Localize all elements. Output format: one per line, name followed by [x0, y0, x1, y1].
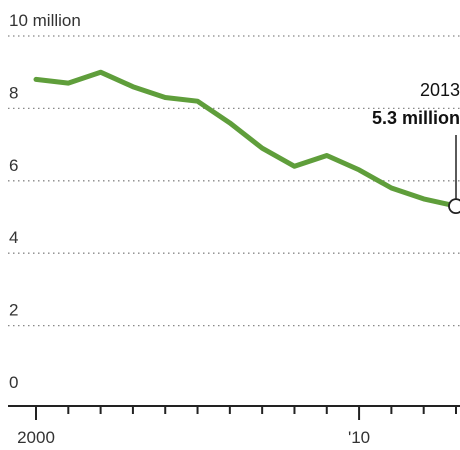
annotation-marker [448, 198, 460, 215]
y-tick-label: 0 [9, 373, 18, 392]
x-tick-label: 2000 [17, 428, 55, 447]
annotation-value: 5.3 million [372, 108, 460, 128]
annotation-year: 2013 [420, 80, 460, 100]
x-axis [8, 405, 460, 420]
y-tick-label: 10 million [9, 11, 81, 30]
y-tick-label: 8 [9, 83, 18, 102]
y-tick-label: 6 [9, 156, 18, 175]
gridlines [8, 35, 460, 327]
y-tick-label: 2 [9, 301, 18, 320]
x-axis-labels: 2000 '10 [17, 428, 370, 447]
y-tick-label: 4 [9, 228, 18, 247]
y-axis-labels: 0 2 4 6 8 10 million [9, 11, 81, 392]
x-tick-label: '10 [348, 428, 370, 447]
series-layer [33, 69, 459, 209]
series-line [33, 69, 459, 209]
annotation: 2013 5.3 million [372, 80, 460, 215]
